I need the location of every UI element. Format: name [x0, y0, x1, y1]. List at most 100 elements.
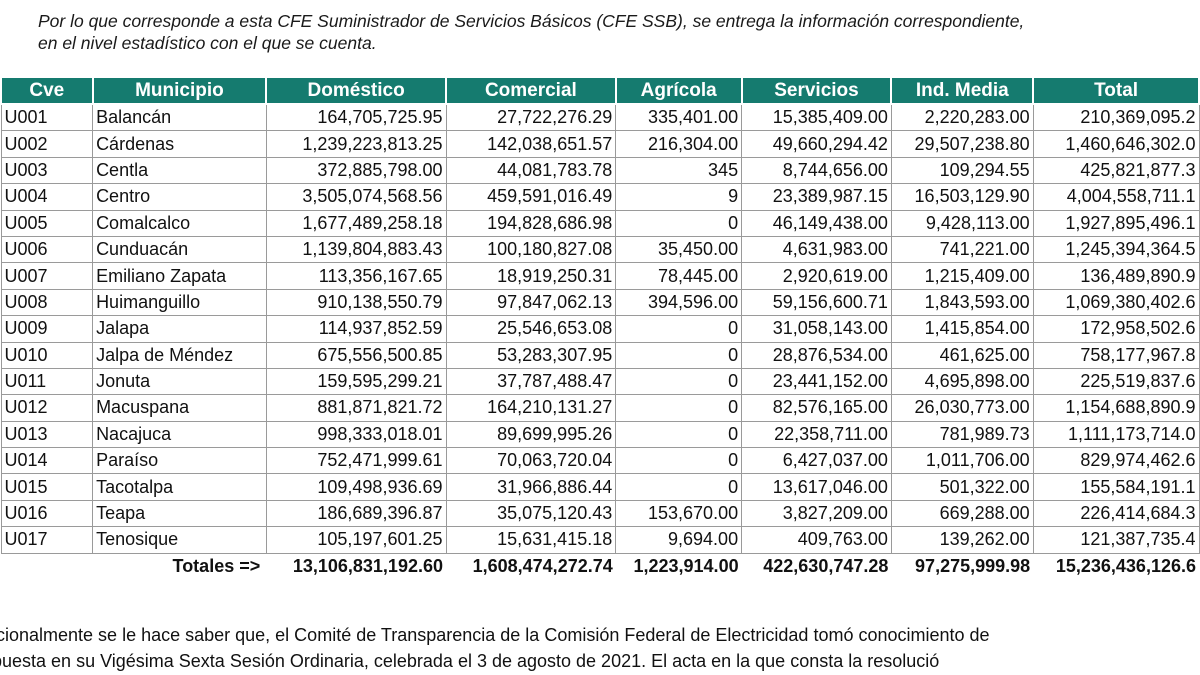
cell-ind-media: 669,288.00 — [890, 499, 1034, 528]
cell-agricola: 394,596.00 — [615, 288, 743, 317]
cell-cve: U001 — [0, 103, 94, 132]
cell-comercial: 35,075,120.43 — [445, 499, 617, 528]
cell-ind-media: 501,322.00 — [890, 473, 1034, 501]
cell-comercial: 100,180,827.08 — [445, 235, 617, 264]
cell-cve: U014 — [0, 447, 94, 475]
table-row: U008 Huimanguillo 910,138,550.79 97,847,062… — [0, 288, 1200, 317]
cell-total: 1,245,394,364.5 — [1032, 235, 1200, 264]
total-agricola: 1,223,914.00 — [615, 552, 742, 580]
cell-ind-media: 781,989.73 — [890, 420, 1034, 449]
cell-municipio: Balancán — [92, 103, 267, 132]
intro-paragraph: Por lo que corresponde a esta CFE Sumini… — [38, 10, 1188, 54]
cell-domestico: 164,705,725.95 — [265, 103, 447, 132]
cell-domestico: 881,871,821.72 — [265, 394, 447, 422]
cell-municipio: Teapa — [92, 499, 267, 528]
cell-servicios: 13,617,046.00 — [741, 473, 892, 501]
cell-servicios: 28,876,534.00 — [741, 341, 892, 369]
header-domestico: Doméstico — [265, 76, 447, 105]
cell-agricola: 216,304.00 — [615, 130, 743, 158]
table-row: U016 Teapa 186,689,396.87 35,075,120.43 153,… — [0, 499, 1200, 528]
cell-cve: U009 — [0, 315, 94, 343]
cell-ind-media: 139,262.00 — [890, 526, 1034, 554]
cell-domestico: 109,498,936.69 — [265, 473, 447, 501]
table-row: U007 Emiliano Zapata 113,356,167.65 18,919,… — [0, 262, 1200, 290]
cell-comercial: 142,038,651.57 — [445, 130, 617, 158]
cell-comercial: 97,847,062.13 — [445, 288, 617, 317]
cell-domestico: 1,677,489,258.18 — [265, 209, 447, 237]
cell-municipio: Cárdenas — [92, 130, 267, 158]
header-ind-media: Ind. Media — [890, 76, 1035, 105]
cell-total: 210,369,095.2 — [1032, 103, 1200, 132]
cell-comercial: 27,722,276.29 — [445, 103, 617, 132]
cell-agricola: 9 — [615, 183, 743, 211]
cell-domestico: 1,239,223,813.25 — [265, 130, 447, 158]
table-header-row: Cve Municipio Doméstico Comercial Agríco… — [0, 76, 1200, 105]
cell-servicios: 3,827,209.00 — [741, 499, 892, 528]
closing-paragraph: icionalmente se le hace saber que, el Co… — [0, 622, 1200, 674]
table-row: U013 Nacajuca 998,333,018.01 89,699,995.26 0… — [0, 420, 1200, 449]
cell-domestico: 998,333,018.01 — [265, 420, 447, 449]
cell-agricola: 0 — [615, 367, 743, 396]
outro-line-1: icionalmente se le hace saber que, el Co… — [0, 625, 990, 645]
cell-agricola: 35,450.00 — [615, 235, 743, 264]
cell-comercial: 25,546,653.08 — [445, 315, 617, 343]
table-row: U001 Balancán 164,705,725.95 27,722,276.29 3… — [0, 103, 1200, 132]
table-row: U005 Comalcalco 1,677,489,258.18 194,828,68… — [0, 209, 1200, 237]
cell-total: 121,387,735.4 — [1032, 526, 1200, 554]
totals-spacer — [1, 552, 93, 580]
cell-cve: U015 — [0, 473, 94, 501]
cell-comercial: 194,828,686.98 — [445, 209, 617, 237]
cell-municipio: Cunduacán — [92, 235, 267, 264]
cell-comercial: 164,210,131.27 — [445, 394, 617, 422]
cell-agricola: 0 — [615, 394, 743, 422]
table-row: U014 Paraíso 752,471,999.61 70,063,720.04 0 6… — [0, 447, 1200, 475]
table-body: U001 Balancán 164,705,725.95 27,722,276.29 3… — [0, 103, 1200, 554]
cell-total: 1,154,688,890.9 — [1032, 394, 1200, 422]
total-total: 15,236,436,126.6 — [1033, 552, 1199, 580]
cell-agricola: 0 — [615, 341, 743, 369]
cell-cve: U004 — [0, 183, 94, 211]
cell-total: 829,974,462.6 — [1032, 447, 1200, 475]
cell-ind-media: 4,695,898.00 — [890, 367, 1034, 396]
cell-total: 758,177,967.8 — [1032, 341, 1200, 369]
cell-ind-media: 26,030,773.00 — [890, 394, 1034, 422]
table-row: U017 Tenosique 105,197,601.25 15,631,415.18… — [0, 526, 1200, 554]
cell-ind-media: 29,507,238.80 — [890, 130, 1034, 158]
header-servicios: Servicios — [740, 76, 893, 105]
cell-agricola: 345 — [615, 156, 743, 185]
cell-domestico: 3,505,074,568.56 — [265, 183, 447, 211]
cell-municipio: Macuspana — [92, 394, 267, 422]
table-row: U006 Cunduacán 1,139,804,883.43 100,180,827… — [0, 235, 1200, 264]
cell-municipio: Tacotalpa — [92, 473, 267, 501]
intro-line-2: en el nivel estadístico con el que se cu… — [38, 33, 377, 53]
cell-agricola: 0 — [615, 447, 743, 475]
cell-cve: U008 — [0, 288, 94, 317]
cell-domestico: 752,471,999.61 — [265, 447, 447, 475]
cell-agricola: 0 — [615, 315, 743, 343]
cell-comercial: 15,631,415.18 — [445, 526, 617, 554]
table-row: U015 Tacotalpa 109,498,936.69 31,966,886.44… — [0, 473, 1200, 501]
cell-cve: U011 — [0, 367, 94, 396]
table-row: U012 Macuspana 881,871,821.72 164,210,131.2… — [0, 394, 1200, 422]
cell-ind-media: 461,625.00 — [890, 341, 1034, 369]
table-row: U010 Jalpa de Méndez 675,556,500.85 53,283,… — [0, 341, 1200, 369]
cell-agricola: 0 — [615, 473, 743, 501]
cell-total: 225,519,837.6 — [1032, 367, 1200, 396]
totals-label: Totales => — [92, 552, 267, 580]
cell-total: 1,927,895,496.1 — [1032, 209, 1200, 237]
cell-cve: U002 — [0, 130, 94, 158]
cell-domestico: 113,356,167.65 — [265, 262, 447, 290]
cell-total: 1,460,646,302.0 — [1032, 130, 1200, 158]
cell-servicios: 2,920,619.00 — [741, 262, 892, 290]
cell-municipio: Huimanguillo — [92, 288, 267, 317]
cell-comercial: 44,081,783.78 — [445, 156, 617, 185]
cell-comercial: 37,787,488.47 — [445, 367, 617, 396]
cell-municipio: Centla — [92, 156, 267, 185]
cell-total: 1,069,380,402.6 — [1032, 288, 1200, 317]
cell-agricola: 153,670.00 — [615, 499, 743, 528]
cell-ind-media: 1,011,706.00 — [890, 447, 1034, 475]
cell-comercial: 459,591,016.49 — [445, 183, 617, 211]
table-row: U011 Jonuta 159,595,299.21 37,787,488.47 0 23… — [0, 367, 1200, 396]
total-domestico: 13,106,831,192.60 — [266, 552, 446, 580]
cell-cve: U017 — [0, 526, 94, 554]
